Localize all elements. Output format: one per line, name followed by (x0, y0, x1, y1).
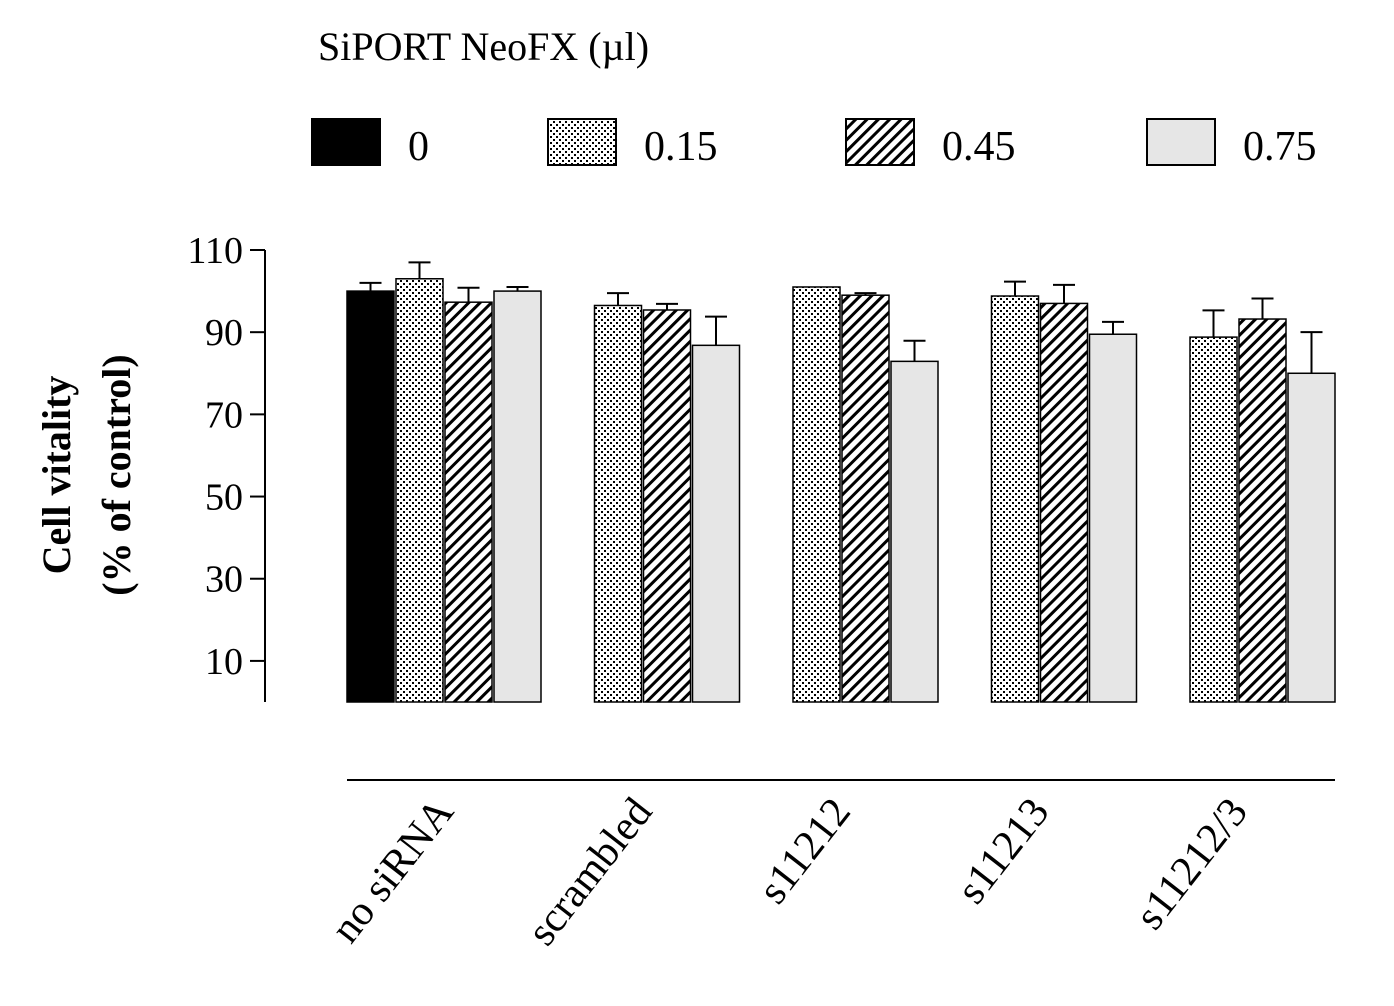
bar-s11212/3-0.15 (1189, 336, 1238, 703)
bar-scrambled-0.15 (593, 304, 643, 703)
bar-no siRNA-0 (346, 290, 395, 703)
y-axis-title-line2: (% of control) (94, 354, 139, 595)
x-tick-label: s11212/3 (1127, 790, 1257, 938)
y-tick-label: 30 (205, 559, 243, 601)
bar-scrambled-0.45 (642, 309, 692, 703)
bar-no siRNA-0.45 (444, 301, 493, 703)
bar-s11213-0.75 (1088, 333, 1138, 703)
y-axis: 10 30 50 70 90 110 (187, 230, 266, 702)
x-axis-labels: no siRNA scrambled s11212 s11213 s11212/3 (322, 789, 1256, 954)
bar-scrambled-0.75 (691, 344, 741, 703)
bar-s11212-0.45 (841, 294, 890, 703)
legend-label: 0.15 (644, 124, 718, 170)
y-tick-label: 50 (205, 477, 243, 519)
bar-s11212-0.75 (890, 360, 939, 703)
legend: 0 0.15 0.45 0.75 (311, 118, 1317, 170)
legend-label: 0 (408, 124, 429, 170)
bar-s11212-0.15 (792, 286, 841, 703)
legend-swatch-0.75 (1146, 118, 1216, 166)
legend-label: 0.75 (1243, 124, 1317, 170)
bar-no siRNA-0.15 (395, 278, 444, 703)
y-tick-label: 90 (205, 312, 243, 354)
bar-s11213-0.15 (990, 295, 1040, 703)
x-tick-label: s11213 (948, 790, 1058, 913)
bar-no siRNA-0.75 (493, 290, 542, 703)
bars (346, 261, 1336, 703)
y-axis-title-line1: Cell vitality (34, 376, 79, 575)
x-tick-label: no siRNA (322, 789, 463, 951)
bar-s11212/3-0.45 (1238, 318, 1287, 703)
bar-s11212/3-0.75 (1287, 372, 1336, 703)
x-tick-label: scrambled (519, 790, 662, 954)
legend-swatch-0.15 (547, 118, 617, 166)
legend-label: 0.45 (942, 124, 1016, 170)
legend-swatch-0 (311, 118, 381, 166)
legend-swatch-0.45 (845, 118, 915, 166)
y-tick-label: 110 (187, 230, 243, 272)
legend-title: SiPORT NeoFX (µl) (318, 24, 649, 69)
bar-s11213-0.45 (1039, 302, 1089, 703)
y-tick-label: 10 (205, 641, 243, 683)
x-tick-label: s11212 (750, 790, 860, 913)
y-tick-label: 70 (205, 394, 243, 436)
